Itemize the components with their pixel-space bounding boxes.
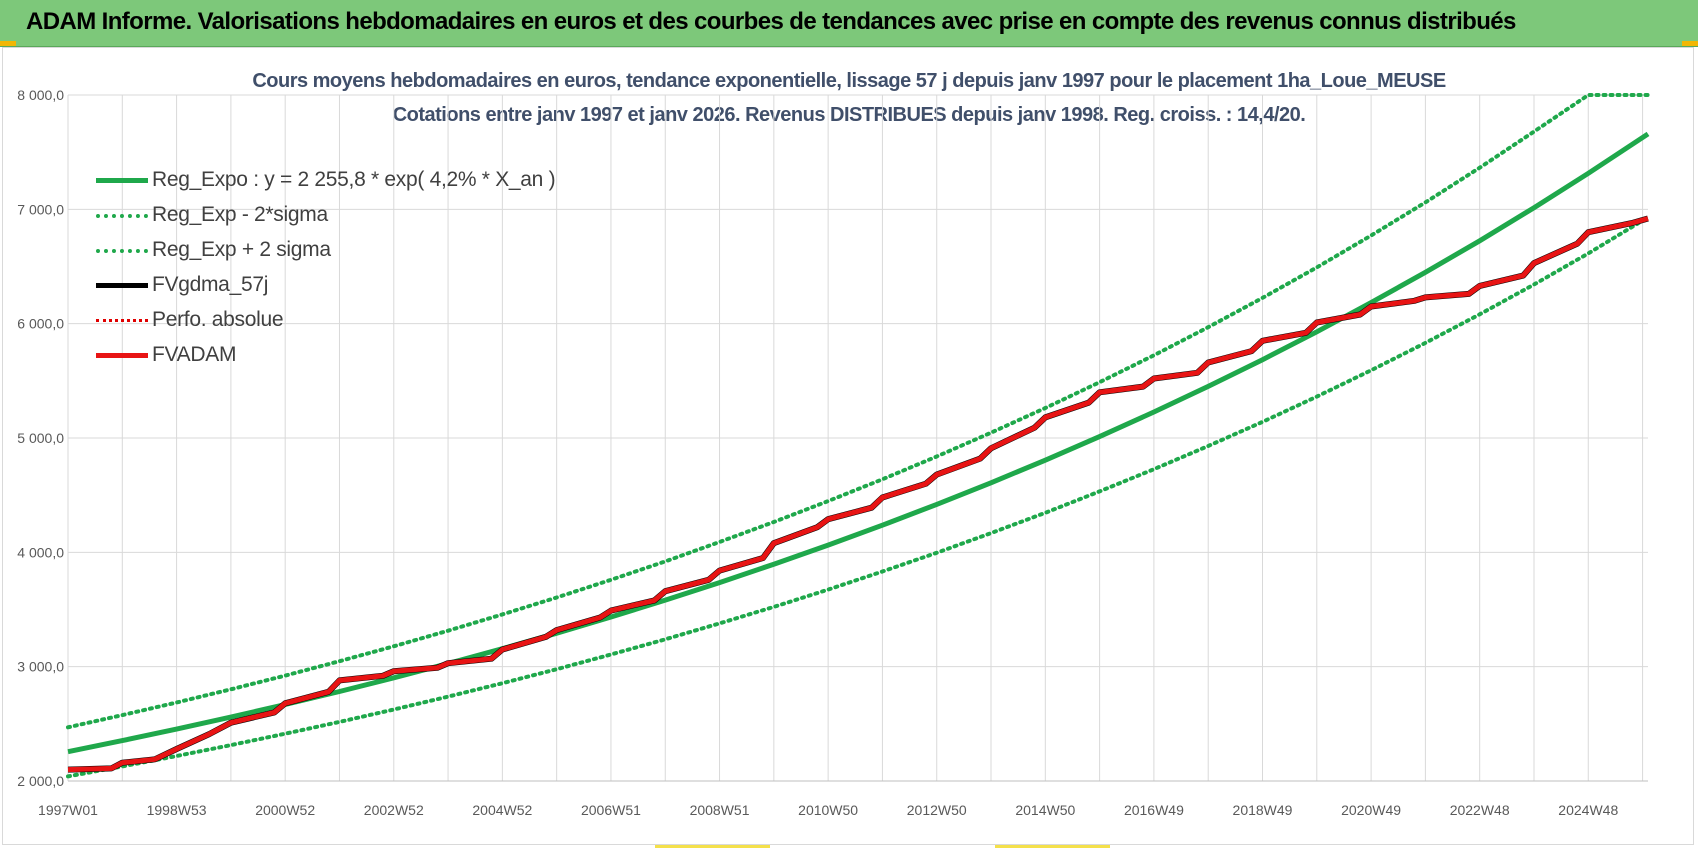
chart-subtitle: Cotations entre janv 1997 et janv 2026. … bbox=[392, 104, 1306, 126]
grid-layer bbox=[67, 94, 1648, 782]
x-tick-label: 2020W49 bbox=[1341, 802, 1401, 818]
legend-label-reg-expo: Reg_Expo : y = 2 255,8 * exp( 4,2% * X_a… bbox=[152, 168, 556, 191]
y-tick-label: 7 000,0 bbox=[17, 201, 64, 217]
title-banner: ADAM Informe. Valorisations hebdomadaire… bbox=[0, 0, 1698, 47]
x-tick-label: 2006W51 bbox=[581, 802, 641, 818]
selection-mark-2 bbox=[995, 845, 1110, 848]
chart-title: Cours moyens hebdomadaires en euros, ten… bbox=[252, 70, 1446, 92]
x-tick-label: 2000W52 bbox=[255, 802, 315, 818]
x-tick-label: 2010W50 bbox=[798, 802, 858, 818]
legend-swatch-reg-expo bbox=[96, 178, 148, 183]
x-tick-label: 2022W48 bbox=[1450, 802, 1510, 818]
legend-label-perfo-absolue: Perfo. absolue bbox=[152, 308, 284, 331]
corner-mark-left bbox=[0, 41, 16, 46]
y-tick-label: 3 000,0 bbox=[17, 659, 64, 675]
x-tick-label: 2008W51 bbox=[690, 802, 750, 818]
y-tick-label: 6 000,0 bbox=[17, 316, 64, 332]
legend-label-fvgdma: FVgdma_57j bbox=[152, 273, 269, 296]
selection-mark-1 bbox=[655, 845, 770, 848]
x-tick-label: 2018W49 bbox=[1233, 802, 1293, 818]
series-layer bbox=[66, 93, 1650, 779]
corner-mark-right bbox=[1682, 41, 1698, 46]
x-tick-label: 2024W48 bbox=[1558, 802, 1618, 818]
series-line-reg-exp-plus bbox=[66, 93, 1650, 730]
x-tick-label: 1998W53 bbox=[147, 802, 207, 818]
x-tick-label: 2004W52 bbox=[472, 802, 532, 818]
x-tick-label: 1997W01 bbox=[38, 802, 98, 818]
y-tick-label: 2 000,0 bbox=[17, 773, 64, 789]
legend-label-reg-exp-plus: Reg_Exp + 2 sigma bbox=[152, 238, 331, 261]
chart-frame bbox=[2, 47, 1694, 845]
legend-swatch-reg-exp-plus bbox=[96, 249, 148, 253]
x-tick-label: 2014W50 bbox=[1015, 802, 1075, 818]
banner-title: ADAM Informe. Valorisations hebdomadaire… bbox=[26, 8, 1516, 35]
y-tick-label: 4 000,0 bbox=[17, 544, 64, 560]
legend-swatch-fvadam bbox=[96, 353, 148, 358]
x-tick-label: 2016W49 bbox=[1124, 802, 1184, 818]
legend-swatch-perfo-absolue bbox=[96, 319, 148, 322]
legend-label-reg-exp-minus: Reg_Exp - 2*sigma bbox=[152, 203, 328, 226]
y-tick-label: 5 000,0 bbox=[17, 430, 64, 446]
x-tick-label: 2012W50 bbox=[907, 802, 967, 818]
axis-layer: 2 000,0 3 000,0 4 000,0 5 000,0 6 000,0 7 000… bbox=[17, 87, 1648, 818]
legend-label-fvadam: FVADAM bbox=[152, 343, 237, 366]
series-line-fvadam bbox=[67, 216, 1649, 773]
series-line-reg-exp-minus bbox=[66, 215, 1650, 779]
x-tick-label: 2002W52 bbox=[364, 802, 424, 818]
legend-swatch-fvgdma bbox=[96, 283, 148, 288]
y-tick-label: 8 000,0 bbox=[17, 87, 64, 103]
legend-swatch-reg-exp-minus bbox=[96, 214, 148, 218]
